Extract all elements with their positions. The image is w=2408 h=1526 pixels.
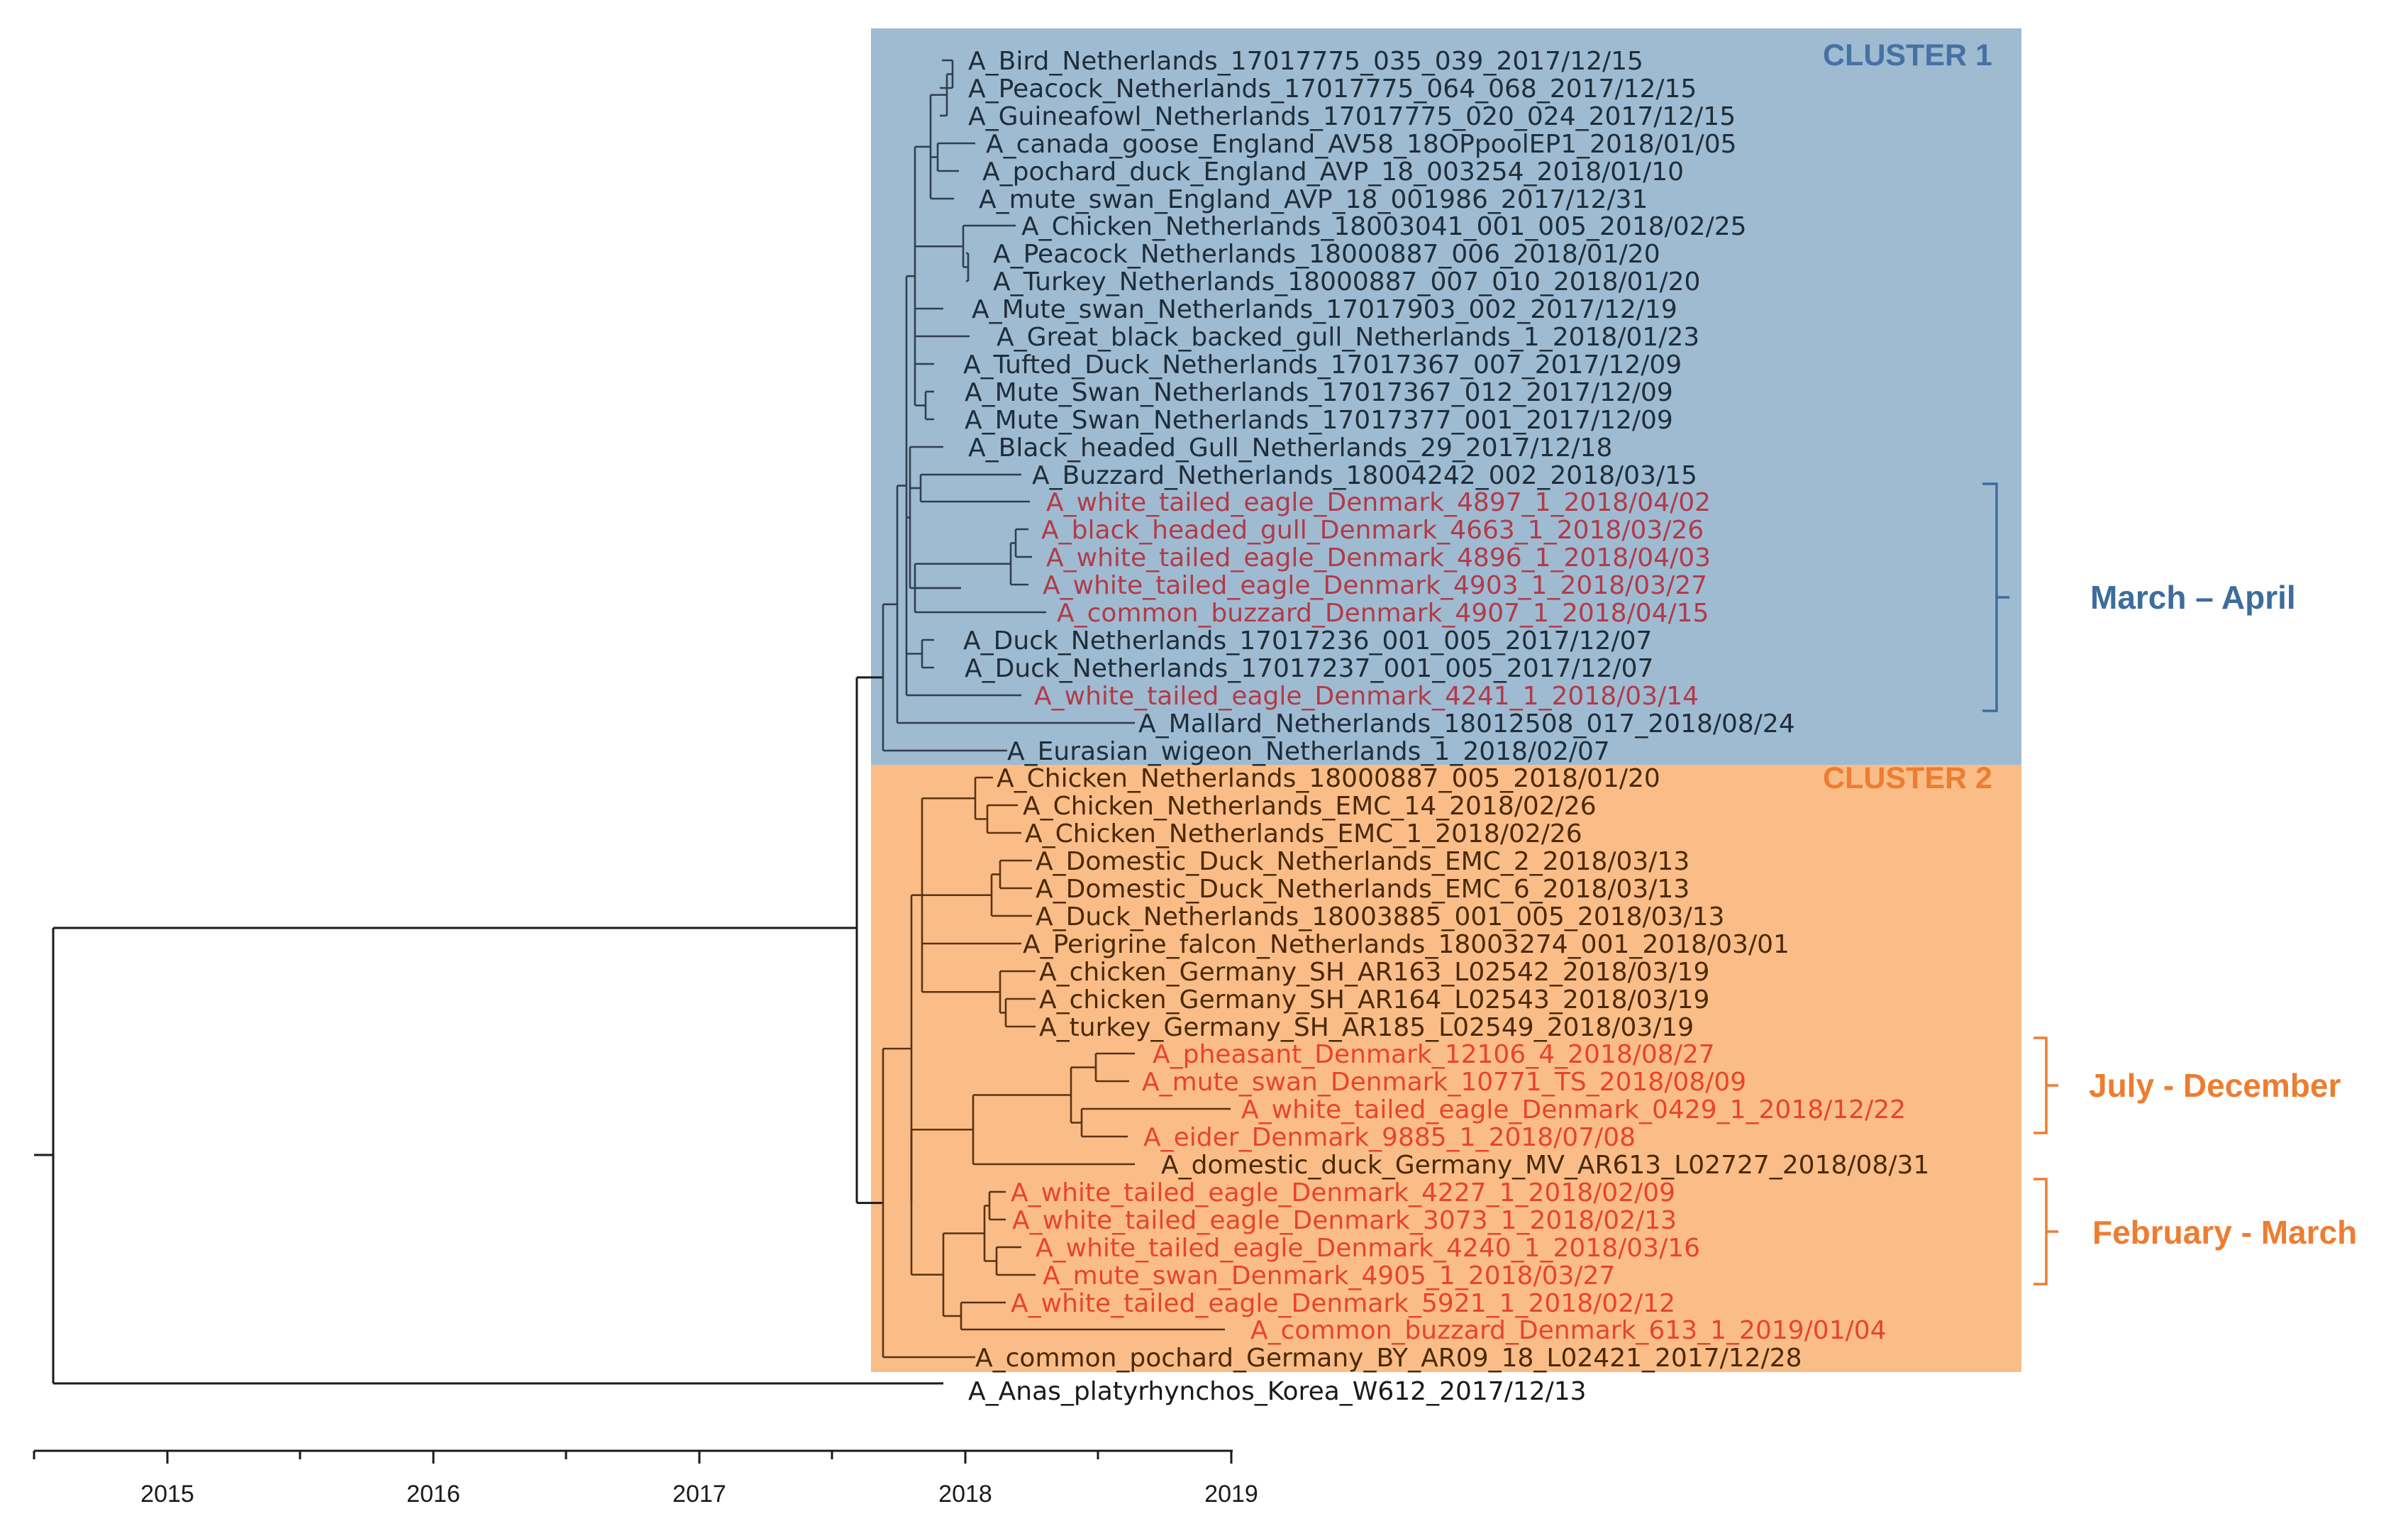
root-branches bbox=[34, 676, 943, 1385]
leaf-label: A_mute_swan_England_AVP_18_001986_2017/1… bbox=[979, 185, 1648, 214]
axis-tick-2019: 2019 bbox=[1204, 1481, 1258, 1508]
leaf-label: A_domestic_duck_Germany_MV_AR613_L02727_… bbox=[1161, 1151, 1929, 1180]
time-axis bbox=[33, 1449, 1233, 1464]
leaf-label: A_Peacock_Netherlands_17017775_064_068_2… bbox=[968, 74, 1697, 104]
bracket-march-april bbox=[1982, 482, 2009, 712]
axis-tick-2018: 2018 bbox=[938, 1481, 992, 1508]
bracket-july-december bbox=[2034, 1036, 2058, 1134]
annotation-july-december: July - December bbox=[2089, 1067, 2341, 1104]
cluster-1-title: CLUSTER 1 bbox=[1823, 38, 1992, 72]
leaf-label: A_Chicken_Netherlands_18003041_001_005_2… bbox=[1021, 212, 1747, 241]
leaf-label: A_pochard_duck_England_AVP_18_003254_201… bbox=[982, 157, 1684, 187]
leaf-label: A_chicken_Germany_SH_AR163_L02542_2018/0… bbox=[1039, 958, 1709, 987]
leaf-label: A_Mute_Swan_Netherlands_17017377_001_201… bbox=[965, 406, 1673, 435]
leaf-label: A_white_tailed_eagle_Denmark_4897_1_2018… bbox=[1046, 488, 1711, 517]
leaf-label: A_mute_swan_Denmark_10771_TS_2018/08/09 bbox=[1142, 1068, 1746, 1097]
leaf-label: A_Tufted_Duck_Netherlands_17017367_007_2… bbox=[963, 350, 1682, 380]
leaf-label: A_Mute_swan_Netherlands_17017903_002_201… bbox=[972, 295, 1677, 324]
leaf-label: A_Domestic_Duck_Netherlands_EMC_2_2018/0… bbox=[1036, 847, 1690, 876]
leaf-labels: A_Bird_Netherlands_17017775_035_039_2017… bbox=[963, 47, 1929, 1406]
leaf-label: A_black_headed_gull_Denmark_4663_1_2018/… bbox=[1041, 516, 1704, 545]
leaf-label: A_white_tailed_eagle_Denmark_4896_1_2018… bbox=[1046, 543, 1711, 573]
cluster-2-box bbox=[871, 765, 2021, 1372]
leaf-label: A_white_tailed_eagle_Denmark_0429_1_2018… bbox=[1241, 1095, 1906, 1124]
leaf-label: A_Chicken_Netherlands_EMC_14_2018/02/26 bbox=[1023, 792, 1597, 821]
leaf-label: A_white_tailed_eagle_Denmark_4227_1_2018… bbox=[1011, 1178, 1675, 1207]
leaf-label: A_Duck_Netherlands_18003885_001_005_2018… bbox=[1036, 902, 1724, 931]
leaf-label: A_white_tailed_eagle_Denmark_5921_1_2018… bbox=[1011, 1289, 1675, 1318]
leaf-label: A_mute_swan_Denmark_4905_1_2018/03/27 bbox=[1043, 1261, 1615, 1290]
cluster-1-branches bbox=[882, 59, 1135, 752]
leaf-label: A_Chicken_Netherlands_EMC_1_2018/02/26 bbox=[1025, 819, 1582, 848]
cluster-1-box bbox=[871, 28, 2021, 765]
bracket-february-march bbox=[2034, 1178, 2058, 1286]
leaf-label: A_Peacock_Netherlands_18000887_006_2018/… bbox=[993, 240, 1660, 269]
leaf-label: A_canada_goose_England_AV58_18OPpoolEP1_… bbox=[986, 130, 1737, 159]
leaf-label: A_Chicken_Netherlands_18000887_005_2018/… bbox=[997, 764, 1660, 793]
axis-tick-2016: 2016 bbox=[406, 1481, 460, 1508]
leaf-label: A_Mute_Swan_Netherlands_17017367_012_201… bbox=[965, 378, 1673, 407]
leaf-label: A_Perigrine_falcon_Netherlands_18003274_… bbox=[1023, 930, 1790, 959]
leaf-label: A_Bird_Netherlands_17017775_035_039_2017… bbox=[968, 47, 1643, 76]
leaf-label: A_common_buzzard_Denmark_4907_1_2018/04/… bbox=[1057, 599, 1709, 628]
leaf-label: A_Domestic_Duck_Netherlands_EMC_6_2018/0… bbox=[1036, 875, 1690, 904]
leaf-label: A_pheasant_Denmark_12106_4_2018/08/27 bbox=[1153, 1040, 1715, 1069]
leaf-label: A_common_pochard_Germany_BY_AR09_18_L024… bbox=[975, 1344, 1802, 1373]
leaf-label: A_turkey_Germany_SH_AR185_L02549_2018/03… bbox=[1039, 1013, 1694, 1042]
annotation-march-april: March – April bbox=[2090, 579, 2296, 616]
leaf-label: A_white_tailed_eagle_Denmark_4903_1_2018… bbox=[1043, 571, 1707, 600]
annotation-february-march: February - March bbox=[2092, 1214, 2357, 1251]
leaf-label: A_Duck_Netherlands_17017236_001_005_2017… bbox=[963, 626, 1652, 656]
leaf-label: A_white_tailed_eagle_Denmark_3073_1_2018… bbox=[1012, 1206, 1677, 1235]
cluster-2-title: CLUSTER 2 bbox=[1823, 761, 1992, 795]
leaf-label: A_Turkey_Netherlands_18000887_007_010_20… bbox=[993, 267, 1700, 297]
leaf-label: A_common_buzzard_Denmark_613_1_2019/01/0… bbox=[1250, 1316, 1887, 1345]
leaf-label: A_Anas_platyrhynchos_Korea_W612_2017/12/… bbox=[968, 1377, 1587, 1406]
leaf-label: A_white_tailed_eagle_Denmark_4240_1_2018… bbox=[1036, 1234, 1700, 1263]
leaf-label: A_chicken_Germany_SH_AR164_L02543_2018/0… bbox=[1039, 985, 1709, 1014]
leaf-label: A_Duck_Netherlands_17017237_001_005_2017… bbox=[965, 654, 1653, 683]
leaf-label: A_Eurasian_wigeon_Netherlands_1_2018/02/… bbox=[1007, 737, 1610, 766]
axis-tick-2015: 2015 bbox=[140, 1481, 194, 1508]
leaf-label: A_Black_headed_Gull_Netherlands_29_2017/… bbox=[968, 433, 1612, 463]
leaf-label: A_eider_Denmark_9885_1_2018/07/08 bbox=[1143, 1123, 1636, 1152]
leaf-label: A_Guineafowl_Netherlands_17017775_020_02… bbox=[968, 102, 1736, 131]
leaf-label: A_Buzzard_Netherlands_18004242_002_2018/… bbox=[1032, 461, 1697, 490]
leaf-label: A_white_tailed_eagle_Denmark_4241_1_2018… bbox=[1034, 682, 1699, 711]
axis-tick-2017: 2017 bbox=[672, 1481, 726, 1508]
leaf-label: A_Mallard_Netherlands_18012508_017_2018/… bbox=[1138, 709, 1795, 739]
cluster-2-branches bbox=[882, 776, 1231, 1359]
leaf-label: A_Great_black_backed_gull_Netherlands_1_… bbox=[997, 323, 1699, 352]
